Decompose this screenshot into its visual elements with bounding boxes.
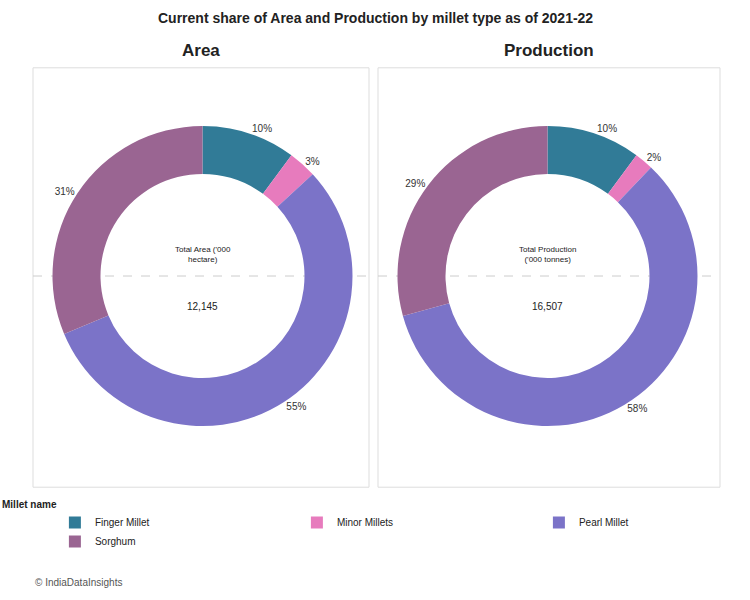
svg-text:55%: 55% — [286, 401, 306, 412]
svg-text:Minor Millets: Minor Millets — [337, 517, 393, 528]
svg-text:29%: 29% — [405, 178, 425, 189]
svg-text:Sorghum: Sorghum — [95, 536, 136, 547]
svg-text:Current share of Area and Prod: Current share of Area and Production by … — [158, 10, 593, 26]
svg-text:10%: 10% — [597, 123, 617, 134]
svg-text:© IndiaDataInsights: © IndiaDataInsights — [35, 577, 122, 588]
svg-text:Area: Area — [182, 41, 220, 60]
svg-text:31%: 31% — [55, 186, 75, 197]
svg-text:Finger Millet: Finger Millet — [95, 517, 150, 528]
svg-text:Pearl Millet: Pearl Millet — [579, 517, 629, 528]
svg-text:10%: 10% — [252, 123, 272, 134]
svg-text:Production: Production — [504, 41, 594, 60]
svg-text:2%: 2% — [647, 152, 662, 163]
svg-text:16,507: 16,507 — [532, 301, 563, 312]
svg-text:Total Production('000 tonnes): Total Production('000 tonnes) — [519, 245, 576, 264]
svg-text:58%: 58% — [627, 403, 647, 414]
svg-text:12,145: 12,145 — [187, 301, 218, 312]
svg-text:Total Area ('000hectare): Total Area ('000hectare) — [175, 245, 231, 264]
svg-text:Millet name: Millet name — [2, 499, 57, 510]
svg-text:3%: 3% — [305, 156, 320, 167]
